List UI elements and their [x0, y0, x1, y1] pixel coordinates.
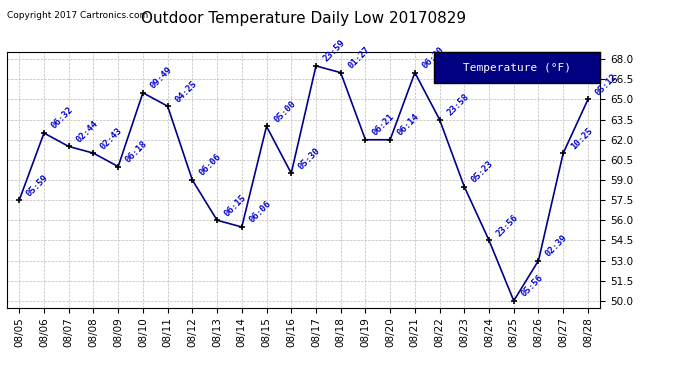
Text: 02:44: 02:44 — [75, 119, 99, 144]
Text: 05:59: 05:59 — [25, 172, 50, 198]
Text: 23:56: 23:56 — [495, 213, 520, 238]
Text: 01:27: 01:27 — [346, 45, 372, 70]
Text: 02:39: 02:39 — [544, 233, 569, 258]
Text: 05:30: 05:30 — [297, 146, 322, 171]
Text: 06:32: 06:32 — [50, 105, 75, 131]
FancyBboxPatch shape — [434, 53, 600, 83]
Text: 23:58: 23:58 — [445, 92, 471, 117]
Text: 10:25: 10:25 — [569, 126, 594, 151]
Text: 02:43: 02:43 — [99, 126, 124, 151]
Text: 06:06: 06:06 — [247, 200, 273, 225]
Text: Outdoor Temperature Daily Low 20170829: Outdoor Temperature Daily Low 20170829 — [141, 11, 466, 26]
Text: 04:25: 04:25 — [173, 79, 199, 104]
Text: Temperature (°F): Temperature (°F) — [463, 63, 571, 73]
Text: 05:23: 05:23 — [470, 159, 495, 184]
Text: 06:21: 06:21 — [371, 112, 396, 138]
Text: 06:06: 06:06 — [198, 153, 224, 178]
Text: 05:00: 05:00 — [272, 99, 297, 124]
Text: 06:18: 06:18 — [124, 139, 149, 164]
Text: 09:49: 09:49 — [148, 65, 174, 91]
Text: 06:14: 06:14 — [395, 112, 421, 138]
Text: 23:59: 23:59 — [322, 38, 347, 64]
Text: Copyright 2017 Cartronics.com: Copyright 2017 Cartronics.com — [7, 11, 148, 20]
Text: 06:20: 06:20 — [420, 45, 446, 70]
Text: 06:15: 06:15 — [223, 193, 248, 218]
Text: 05:12: 05:12 — [593, 72, 619, 97]
Text: 05:56: 05:56 — [520, 273, 544, 298]
